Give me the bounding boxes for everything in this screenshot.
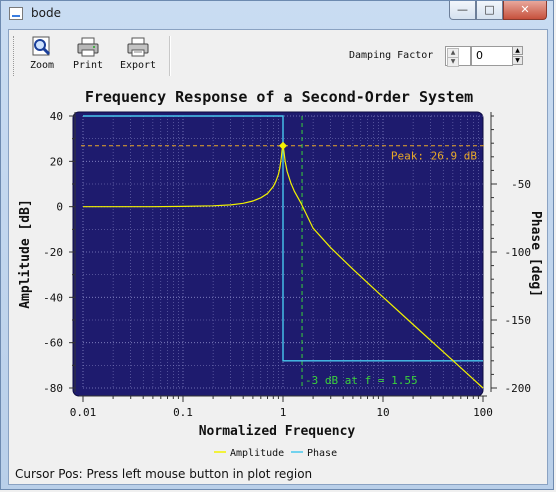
left-tick-label: -20: [43, 246, 63, 259]
cutoff-annotation: -3 dB at f = 1.55: [305, 374, 418, 387]
export-label: Export: [119, 60, 157, 71]
app-icon: [9, 7, 23, 20]
bottom-axis: 0.01 0.1 1 10 100: [70, 395, 493, 419]
bode-plot[interactable]: Frequency Response of a Second-Order Sys…: [9, 82, 547, 462]
bottom-tick-label: 0.1: [173, 406, 193, 419]
damping-stepper[interactable]: ▲ ▼: [512, 46, 524, 66]
amplitude-curve: [83, 145, 484, 389]
legend-phase: Phase: [307, 448, 337, 459]
right-tick-label: -100: [505, 246, 532, 259]
minimize-button[interactable]: —: [449, 1, 476, 20]
bottom-tick-label: 1: [280, 406, 287, 419]
toolbar-grip[interactable]: [13, 36, 17, 76]
y-axis-left-label: Amplitude [dB]: [18, 199, 33, 309]
plot-grid: [82, 115, 483, 389]
spin-down-icon[interactable]: ▼: [447, 57, 459, 67]
zoom-button[interactable]: Zoom: [19, 34, 65, 78]
x-axis-label: Normalized Frequency: [199, 424, 356, 439]
toolbar-separator: [169, 36, 171, 76]
peak-point: [279, 141, 287, 150]
export-icon: [126, 36, 150, 58]
close-button[interactable]: ✕: [503, 1, 547, 20]
stepper-down-icon[interactable]: ▼: [512, 56, 523, 65]
zoom-label: Zoom: [29, 60, 55, 71]
left-tick-label: -80: [43, 382, 63, 395]
close-icon: ✕: [520, 3, 530, 16]
left-tick-label: 20: [50, 155, 63, 168]
window-title: bode: [31, 6, 61, 20]
right-tick-label: -150: [505, 314, 532, 327]
damping-factor-input[interactable]: 0: [471, 46, 513, 66]
maximize-icon: □: [484, 3, 495, 16]
bottom-tick-label: 0.01: [70, 406, 97, 419]
left-tick-label: 0: [56, 201, 63, 214]
bottom-tick-label: 100: [473, 406, 493, 419]
plot-title: Frequency Response of a Second-Order Sys…: [85, 88, 473, 106]
maximize-button[interactable]: □: [476, 1, 503, 20]
phase-curve: [83, 115, 483, 362]
left-axis: 40 20 0 -20 -40 -60 -80: [43, 110, 76, 395]
status-bar: Cursor Pos: Press left mouse button in p…: [15, 467, 313, 481]
zoom-icon: [30, 36, 54, 58]
legend: Amplitude Phase: [214, 448, 337, 459]
bottom-tick-label: 10: [376, 406, 389, 419]
stepper-up-icon[interactable]: ▲: [512, 46, 523, 55]
title-bar[interactable]: bode — □ ✕: [1, 1, 553, 27]
peak-annotation: Peak: 26.9 dB: [391, 150, 477, 163]
damping-spin-arrows[interactable]: ▲ ▼: [445, 46, 471, 67]
main-area: Zoom Print: [8, 29, 548, 485]
print-label: Print: [72, 60, 104, 71]
left-tick-label: 40: [50, 110, 63, 123]
damping-factor-label: Damping Factor: [349, 50, 434, 61]
right-axis: -50 -100 -150 -200: [490, 112, 532, 395]
export-button[interactable]: Export: [115, 34, 161, 78]
y-axis-right-label: Phase [deg]: [528, 211, 543, 297]
left-tick-label: -40: [43, 291, 63, 304]
plot-svg[interactable]: Frequency Response of a Second-Order Sys…: [9, 82, 547, 462]
toolbar: Zoom Print: [9, 30, 547, 80]
legend-amplitude: Amplitude: [230, 448, 284, 459]
right-tick-label: -50: [511, 178, 531, 191]
right-tick-label: -200: [505, 382, 532, 395]
print-button[interactable]: Print: [65, 34, 111, 78]
printer-icon: [76, 36, 100, 58]
minimize-icon: —: [457, 3, 468, 16]
left-tick-label: -60: [43, 337, 63, 350]
